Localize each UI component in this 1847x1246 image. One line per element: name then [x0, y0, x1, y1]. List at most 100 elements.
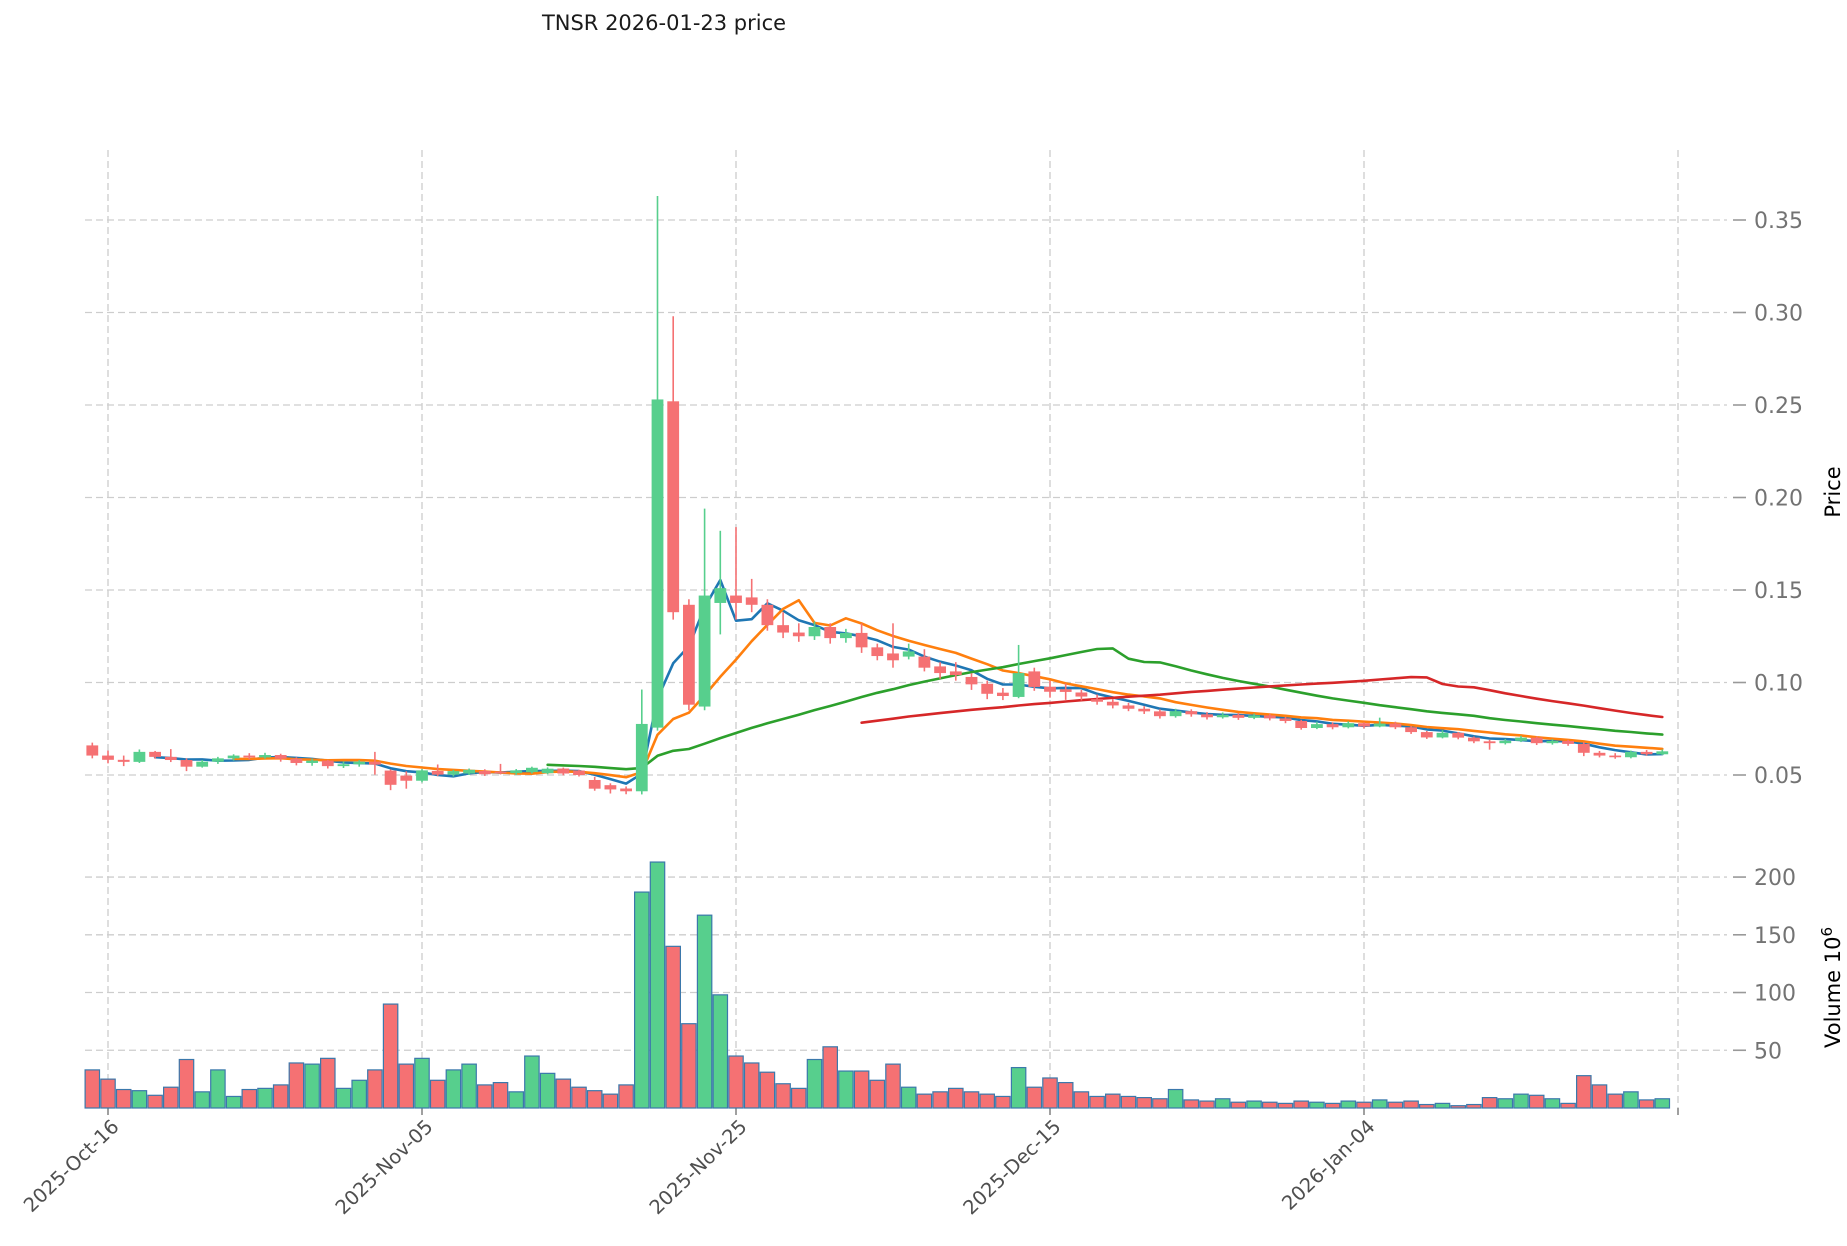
volume-bar — [508, 1091, 524, 1109]
volume-bar — [1183, 1099, 1200, 1109]
volume-bar — [1104, 1093, 1121, 1109]
volume-bar — [1497, 1098, 1514, 1109]
candle-body — [1546, 740, 1559, 744]
candle-body — [1593, 752, 1606, 756]
candle-body — [353, 761, 366, 765]
volume-bar — [1403, 1100, 1419, 1109]
volume-bar — [712, 994, 729, 1109]
candle-body — [604, 785, 617, 790]
candle-body — [1342, 723, 1355, 728]
volume-bar — [1073, 1091, 1090, 1109]
volume-bar — [1340, 1100, 1357, 1109]
volume-bar — [304, 1063, 320, 1109]
candle-body — [274, 755, 287, 759]
volume-bar — [351, 1079, 367, 1109]
candle-body — [1358, 723, 1370, 727]
candle-body — [416, 770, 428, 781]
volume-bar — [633, 891, 650, 1109]
candle-body — [196, 761, 209, 767]
volume-bar — [163, 1086, 179, 1109]
candle-body — [1248, 715, 1260, 718]
candle-body — [949, 671, 962, 676]
chart-title: TNSR 2026-01-23 price — [541, 11, 786, 35]
volume-bar — [461, 1063, 477, 1109]
volume-axis-label: Volume 106 — [1818, 927, 1845, 1048]
volume-bar — [367, 1069, 383, 1109]
candle-body — [337, 764, 350, 767]
candle-body — [1656, 751, 1669, 755]
candle-body — [840, 632, 852, 639]
candle-body — [1436, 732, 1449, 738]
volume-bar — [1042, 1077, 1058, 1109]
price-tick-label: 0.10 — [1754, 672, 1803, 697]
volume-bar — [210, 1069, 226, 1109]
volume-bar — [178, 1058, 195, 1109]
volume-bar — [1293, 1100, 1309, 1109]
candle-body — [714, 588, 727, 603]
candle-body — [431, 770, 444, 775]
volume-bar — [1450, 1105, 1466, 1109]
candle-body — [667, 401, 680, 613]
volume-bar — [1246, 1100, 1262, 1109]
candle-body — [1420, 732, 1433, 738]
volume-bar — [1214, 1098, 1231, 1109]
candle-body — [871, 647, 884, 657]
volume-tick-label: 100 — [1754, 982, 1796, 1007]
candle-body — [1389, 723, 1402, 728]
volume-bar — [1324, 1102, 1341, 1109]
candle-body — [1201, 714, 1213, 718]
volume-bar — [1418, 1103, 1435, 1109]
volume-bar — [1591, 1084, 1608, 1109]
candle-body — [306, 760, 318, 763]
volume-bar — [131, 1090, 148, 1109]
candle-body — [321, 760, 334, 767]
candle-body — [588, 779, 601, 789]
volume-bar — [539, 1072, 556, 1109]
candle-body — [227, 755, 240, 759]
volume-bar — [1544, 1098, 1561, 1109]
volume-bar — [524, 1055, 540, 1109]
price-tick-label: 0.25 — [1754, 394, 1803, 419]
candle-body — [102, 755, 114, 760]
candle-body — [745, 597, 758, 605]
volume-bar — [147, 1094, 163, 1109]
candle-body — [1185, 711, 1198, 715]
volume-bar — [1261, 1101, 1278, 1109]
volume-bar — [681, 1023, 697, 1109]
volume-bar — [477, 1084, 493, 1109]
volume-bar — [979, 1093, 995, 1109]
volume-bar — [1120, 1095, 1137, 1109]
volume-bar — [1010, 1066, 1027, 1109]
volume-bar — [1528, 1094, 1545, 1109]
candle-body — [1232, 714, 1245, 718]
candle-body — [1028, 671, 1041, 687]
volume-bar — [1026, 1086, 1043, 1109]
candlestick-series — [86, 195, 1669, 795]
price-axis-label: Price — [1821, 466, 1845, 517]
candle-body — [1106, 701, 1119, 706]
volume-bar — [838, 1070, 854, 1109]
candle-body — [573, 770, 585, 775]
volume-bar — [1167, 1088, 1184, 1109]
volume-bar — [555, 1078, 572, 1109]
candle-body — [887, 653, 899, 661]
candle-body — [1452, 732, 1465, 738]
mav-50-line — [860, 675, 1664, 725]
volume-bar — [272, 1084, 289, 1109]
candle-body — [1279, 718, 1292, 721]
volume-series — [84, 861, 1671, 1109]
volume-bar — [320, 1057, 336, 1109]
candle-body — [463, 769, 475, 774]
volume-bar — [1607, 1093, 1623, 1109]
candle-body — [1483, 741, 1496, 744]
volume-bar — [115, 1088, 132, 1109]
volume-bar — [822, 1046, 838, 1109]
candle-body — [965, 676, 978, 685]
volume-bar — [1152, 1098, 1168, 1109]
volume-bar — [696, 914, 713, 1109]
candle-body — [1468, 737, 1480, 742]
price-tick-label: 0.05 — [1754, 764, 1803, 789]
candle-body — [494, 771, 507, 774]
volume-bar — [100, 1078, 116, 1109]
